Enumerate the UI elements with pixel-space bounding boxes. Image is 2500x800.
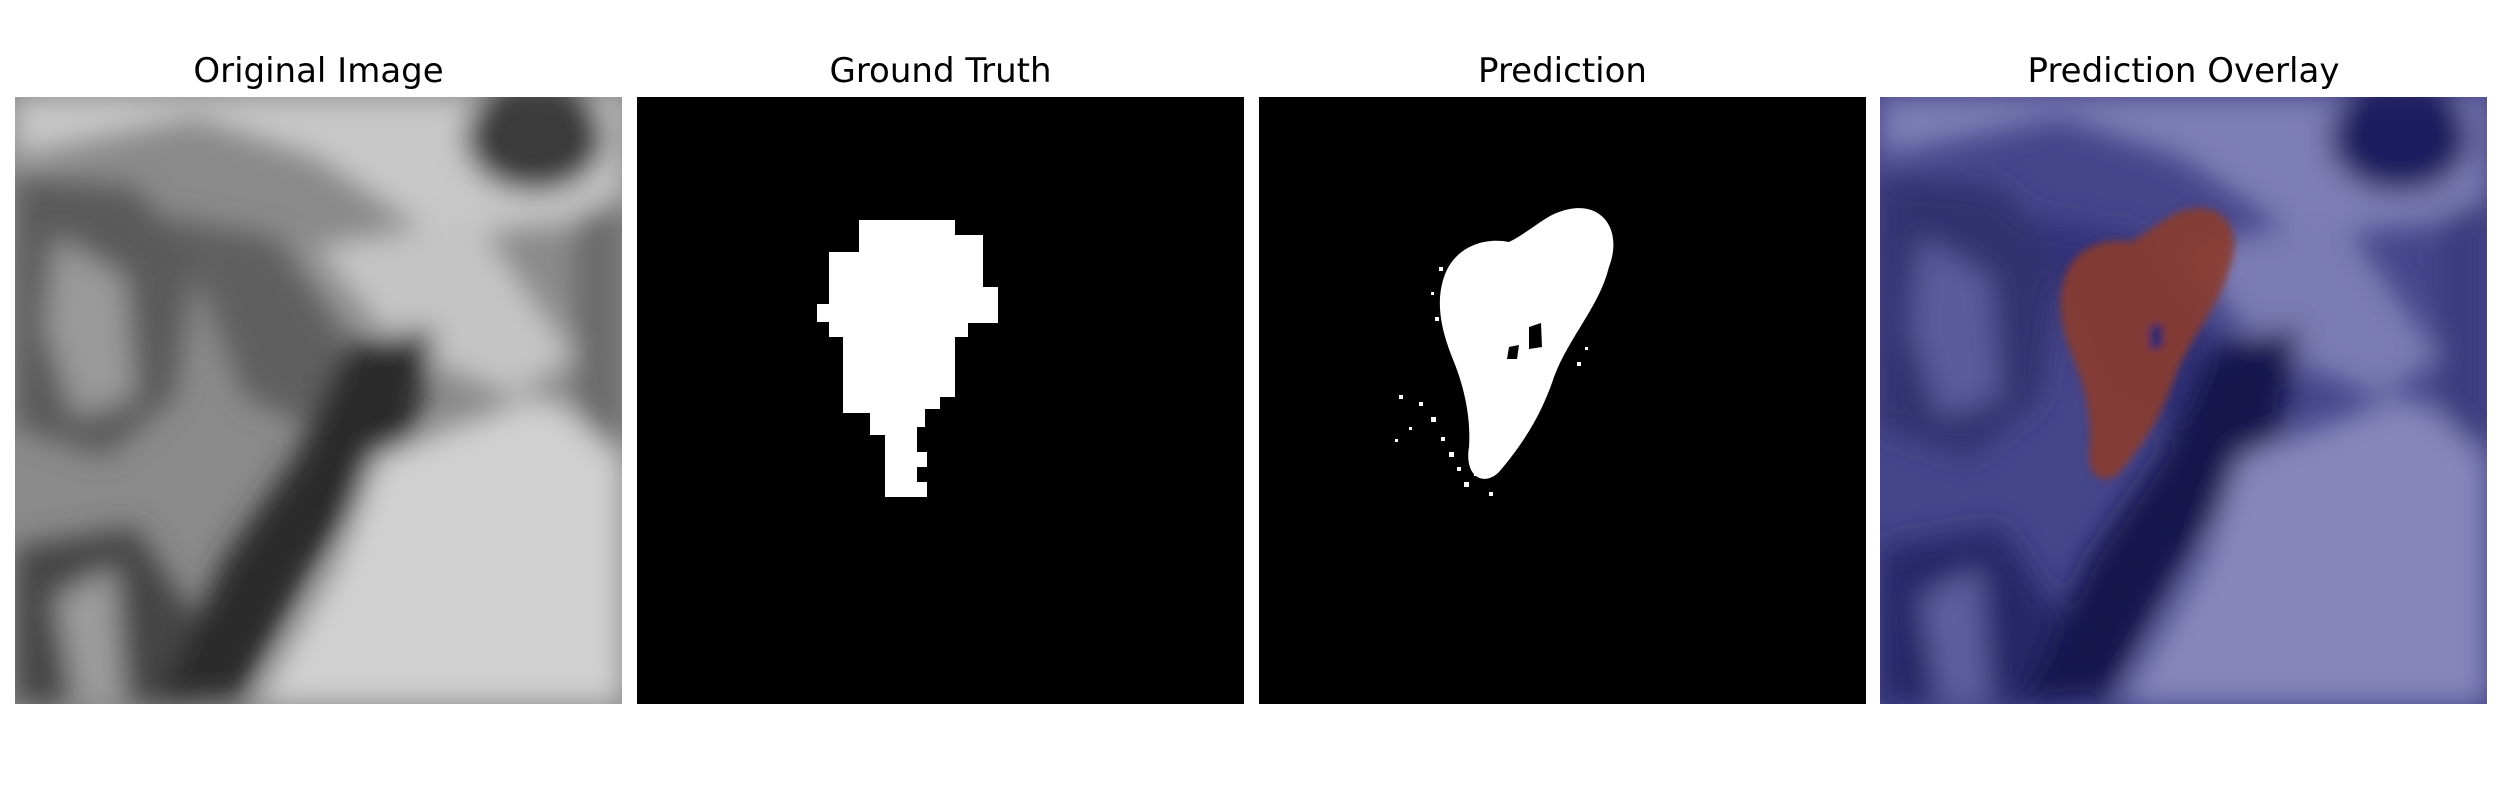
panel-title-prediction: Prediction [1478, 51, 1647, 91]
binary-mask-image [637, 97, 1244, 704]
predicted-mask-image [1259, 97, 1866, 704]
panel-title-original: Original Image [193, 51, 444, 91]
grayscale-mri-image [15, 97, 622, 704]
panel-title-ground-truth: Ground Truth [829, 51, 1052, 91]
prediction-panel [1259, 97, 1866, 704]
panel-title-overlay: Prediction Overlay [2027, 51, 2340, 91]
overlay-image [1880, 97, 2487, 704]
ground-truth-panel [637, 97, 1244, 704]
original-image-panel [15, 97, 622, 704]
overlay-panel [1880, 97, 2487, 704]
